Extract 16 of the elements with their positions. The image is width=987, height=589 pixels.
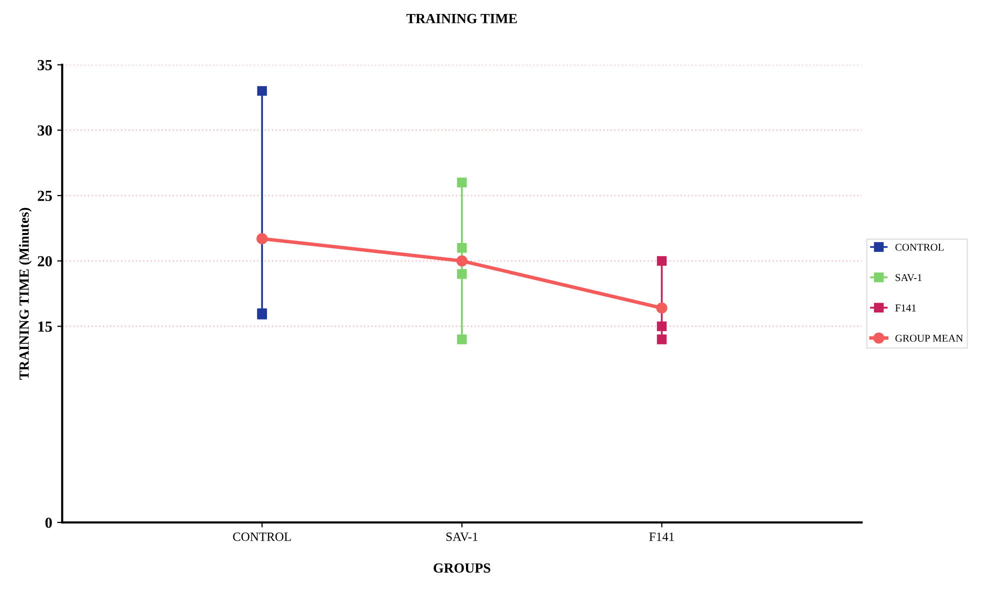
y-tick-label: 15 [38, 322, 52, 332]
legend-label: GROUP MEAN [895, 334, 963, 342]
y-tick-label: 0 [45, 518, 52, 528]
x-tick-label: CONTROL [233, 532, 291, 541]
y-tick-label: 30 [38, 125, 52, 136]
y-tick-label: 25 [38, 190, 52, 201]
legend-label: F141 [895, 304, 916, 312]
y-axis-title: TRAINING TIME (Minutes) [19, 208, 32, 380]
x-axis-title: GROUPS [434, 563, 490, 573]
y-tick-label: 20 [38, 256, 52, 266]
x-tick-label: F141 [649, 532, 674, 541]
y-tick-label: 35 [38, 60, 52, 70]
legend-label: CONTROL [895, 244, 944, 251]
chart-title: TRAINING TIME [406, 14, 517, 24]
legend-label: SAV-1 [896, 274, 922, 282]
x-tick-label: SAV-1 [446, 532, 478, 542]
